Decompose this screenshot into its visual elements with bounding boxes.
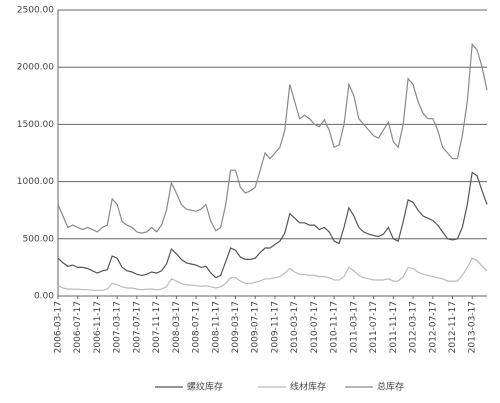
x-tick-label: 2013-03-17 [468, 301, 478, 353]
x-tick-label: 2011-07-17 [369, 301, 379, 353]
x-tick-label: 2010-11-17 [330, 301, 340, 353]
x-tick-label: 2008-11-17 [211, 301, 221, 353]
legend-label: 螺纹库存 [187, 381, 223, 393]
x-tick-label: 2007-03-17 [113, 301, 123, 353]
x-tick-label: 2012-07-17 [428, 301, 438, 353]
series-line [57, 257, 488, 291]
y-tick-label: 0.00 [34, 292, 54, 302]
y-tick-label: 2000.00 [17, 63, 54, 73]
series-line [57, 171, 488, 279]
x-tick-label: 2007-07-17 [132, 301, 142, 353]
x-tick-label: 2007-11-17 [152, 301, 162, 353]
series-line [57, 42, 488, 234]
x-tick-label: 2006-07-17 [73, 301, 83, 353]
x-tick-label: 2012-11-17 [448, 301, 458, 353]
legend-label: 总库存 [377, 381, 404, 393]
x-tick-label: 2010-03-17 [290, 301, 300, 353]
y-tick-label: 1500.00 [17, 120, 54, 130]
legend-label: 线材库存 [290, 381, 326, 393]
y-tick-label: 500.00 [23, 234, 55, 244]
x-tick-label: 2009-03-17 [231, 301, 241, 353]
x-tick-label: 2010-07-17 [310, 301, 320, 353]
x-tick-label: 2008-03-17 [172, 301, 182, 353]
x-tick-label: 2009-11-17 [270, 301, 280, 353]
x-tick-label: 2006-11-17 [93, 301, 103, 353]
x-tick-label: 2008-07-17 [192, 301, 202, 353]
y-tick-label: 2500.00 [17, 6, 54, 16]
x-tick-label: 2011-11-17 [389, 301, 399, 353]
y-tick-label: 1000.00 [17, 177, 54, 187]
x-tick-label: 2009-07-17 [251, 301, 261, 353]
x-tick-label: 2011-03-17 [349, 301, 359, 353]
x-tick-label: 2012-03-17 [409, 301, 419, 353]
x-tick-label: 2006-03-17 [54, 301, 64, 353]
